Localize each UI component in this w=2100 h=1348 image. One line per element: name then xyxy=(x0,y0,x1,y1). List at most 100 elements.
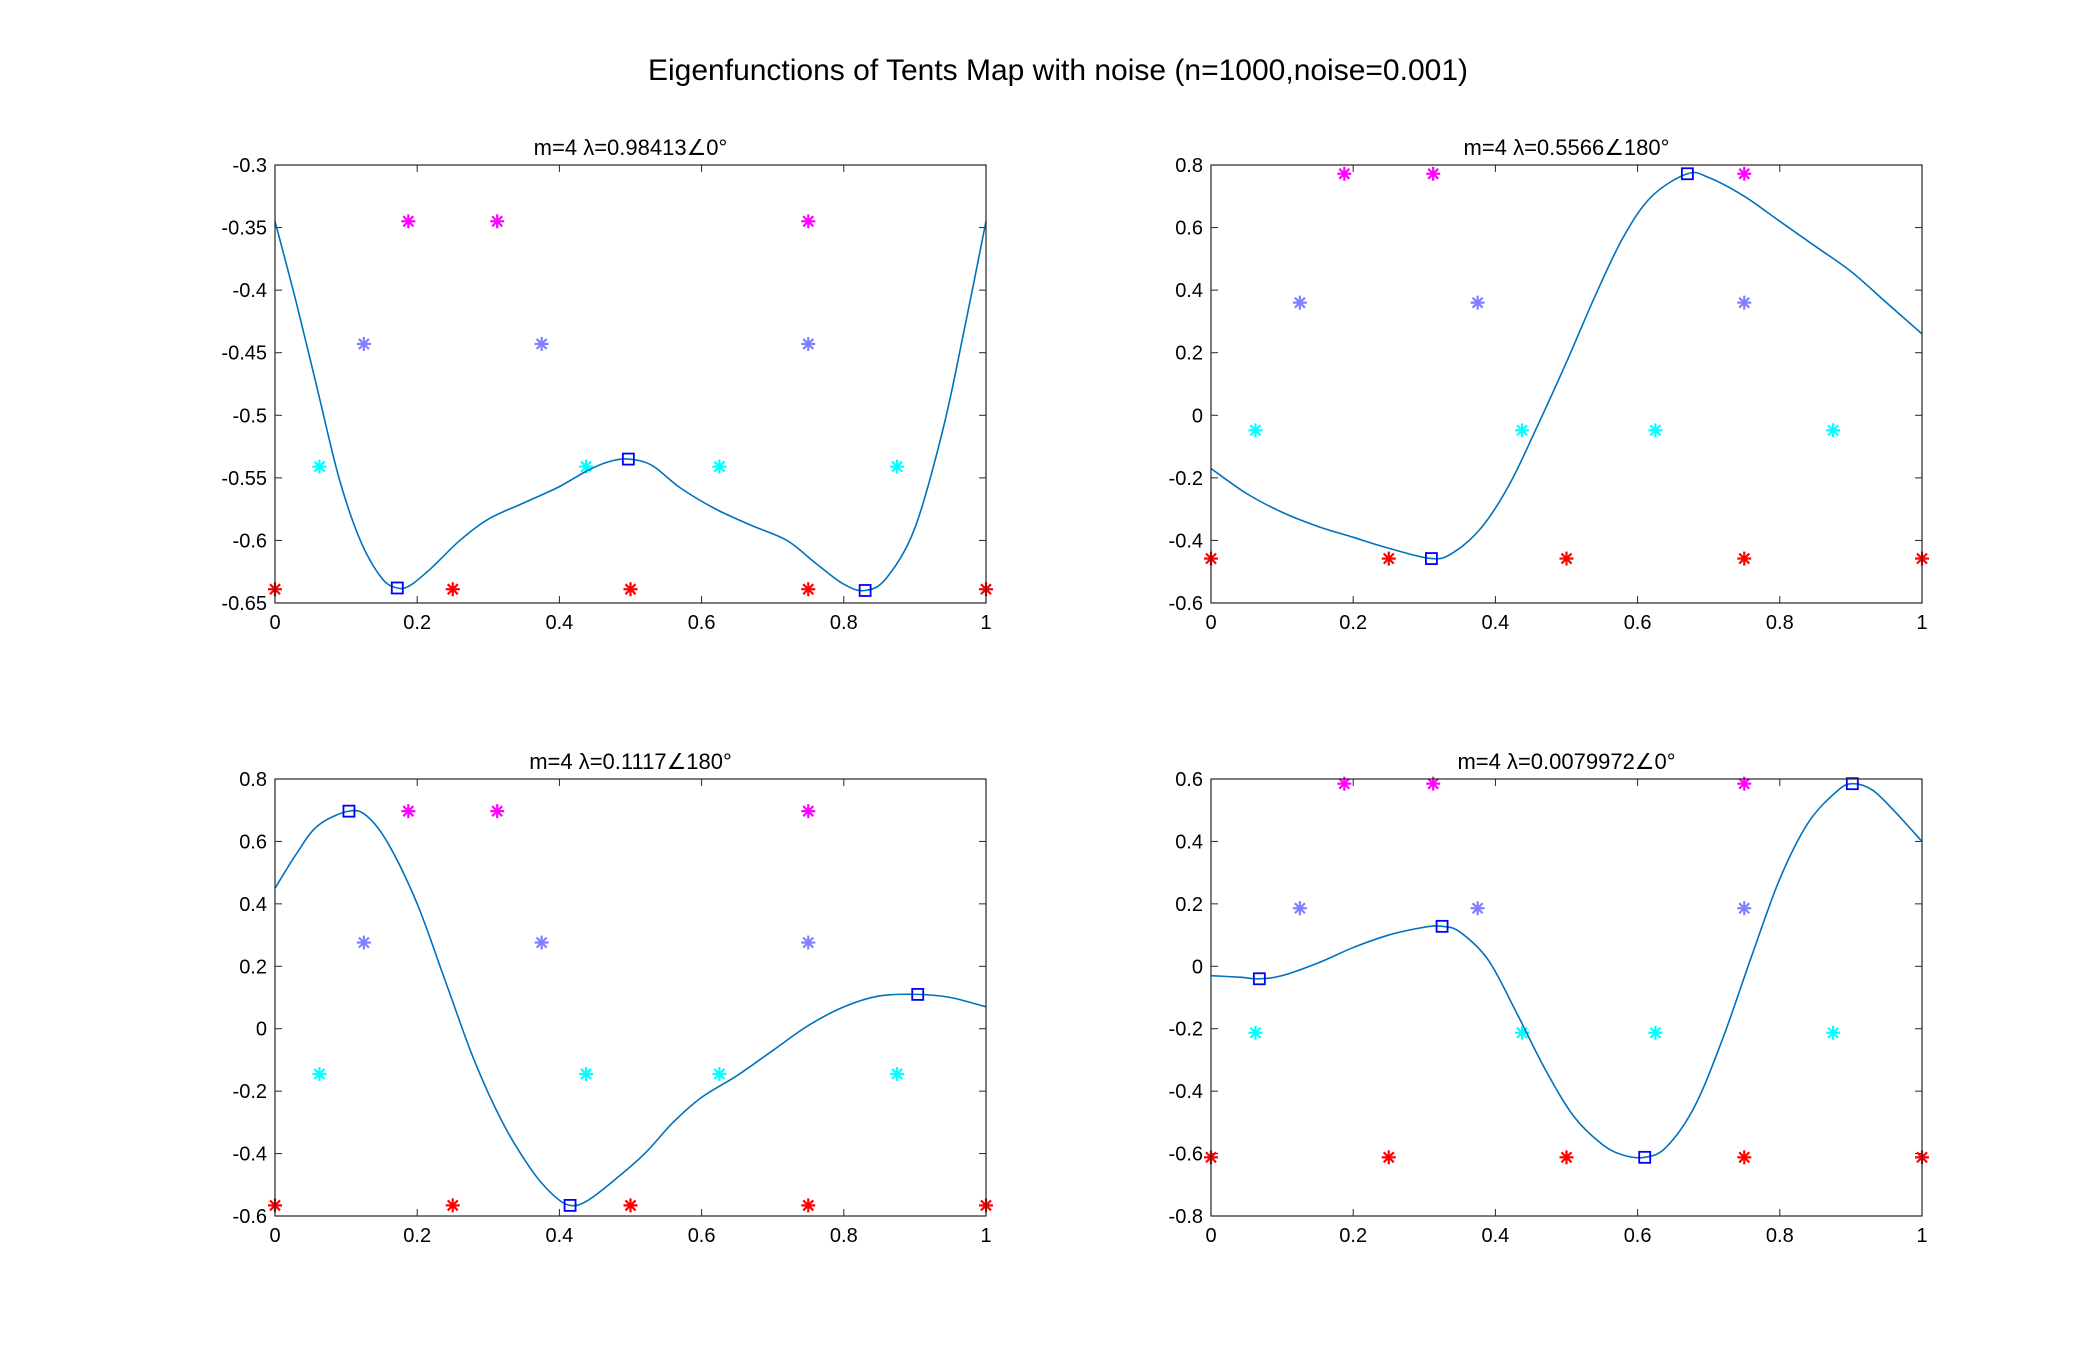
x-tick-label: 0.6 xyxy=(1624,1225,1652,1247)
star-point xyxy=(1292,295,1307,310)
y-tick-label: 0.2 xyxy=(239,956,267,978)
y-tick-label: -0.4 xyxy=(233,1144,267,1166)
star-point xyxy=(534,935,549,950)
star-point xyxy=(1826,423,1841,438)
y-tick-label: -0.45 xyxy=(221,343,267,365)
star-point xyxy=(1559,1150,1574,1165)
y-tick-label: -0.4 xyxy=(233,280,267,302)
extremum-marker xyxy=(858,584,872,597)
y-tick-label: 0.6 xyxy=(1175,769,1203,791)
subplot-4: m=4 λ=0.0079972∠0° 0 0.2 0.4 0.6 0.8 1 -0.8 -0.6… xyxy=(1169,749,1929,1247)
star-point xyxy=(1737,551,1752,566)
star-point xyxy=(1648,423,1663,438)
star-point xyxy=(356,935,371,950)
subplot-1: m=4 λ=0.98413∠0° 0 0.2 0.4 0.6 0.8 1 -0.65 -0.6 -… xyxy=(221,135,993,634)
extremum-marker xyxy=(1252,972,1266,986)
eigenfunction-curve xyxy=(1210,782,1923,1159)
star-point xyxy=(1426,166,1441,181)
star-point xyxy=(1826,1025,1841,1040)
star-point xyxy=(1737,1150,1752,1165)
star-point xyxy=(1515,423,1530,438)
star-point xyxy=(445,1198,460,1213)
star-point xyxy=(579,1066,594,1081)
star-point xyxy=(1470,295,1485,310)
extremum-marker xyxy=(390,581,404,595)
plot-area xyxy=(275,165,986,603)
star-point xyxy=(801,214,816,229)
x-tick-label: 0.6 xyxy=(688,612,716,634)
star-point xyxy=(623,582,638,597)
x-tick-label: 0 xyxy=(1205,1225,1216,1247)
star-point xyxy=(401,214,416,229)
y-tick-label: 0.4 xyxy=(1175,831,1203,853)
y-tick-label: -0.2 xyxy=(233,1081,267,1103)
plot-area xyxy=(1211,779,1922,1216)
extremum-marker xyxy=(342,804,356,818)
eigenfunction-curve xyxy=(274,809,987,1207)
y-tick-label: 0.8 xyxy=(239,769,267,791)
eigenfunction-curve xyxy=(1210,171,1923,560)
star-point xyxy=(1559,551,1574,566)
star-point xyxy=(801,1198,816,1213)
star-point xyxy=(1248,1025,1263,1040)
x-tick-label: 0.8 xyxy=(1766,612,1794,634)
star-point xyxy=(490,214,505,229)
y-tick-label: -0.6 xyxy=(1169,593,1203,615)
y-tick-label: 0 xyxy=(1192,956,1203,978)
star-point xyxy=(312,1066,327,1081)
x-tick-label: 0.2 xyxy=(403,1225,431,1247)
x-tick-label: 1 xyxy=(980,1225,991,1247)
star-point xyxy=(801,935,816,950)
y-tick-label: -0.65 xyxy=(221,593,267,615)
subplot-title: m=4 λ=0.5566∠180° xyxy=(1464,135,1670,160)
y-tick-label: -0.3 xyxy=(233,155,267,177)
x-tick-label: 0 xyxy=(269,612,280,634)
x-tick-label: 1 xyxy=(980,612,991,634)
x-tick-label: 0 xyxy=(1205,612,1216,634)
y-tick-label: -0.6 xyxy=(233,530,267,552)
star-point xyxy=(712,459,727,474)
y-tick-label: 0.6 xyxy=(239,831,267,853)
extremum-marker xyxy=(1680,167,1694,181)
extremum-marker xyxy=(621,452,635,466)
extremum-marker xyxy=(911,987,925,1001)
figure-title: Eigenfunctions of Tents Map with noise (… xyxy=(648,54,1468,87)
y-tick-label: 0 xyxy=(256,1019,267,1041)
star-point xyxy=(1381,551,1396,566)
star-point xyxy=(890,1066,905,1081)
subplot-2: m=4 λ=0.5566∠180° 0 0.2 0.4 0.6 0.8 1 -0.6 -0.4 -… xyxy=(1169,135,1929,634)
star-point xyxy=(1337,166,1352,181)
x-tick-label: 1 xyxy=(1916,1225,1927,1247)
plot-area xyxy=(1211,165,1922,603)
star-point xyxy=(401,804,416,819)
y-tick-label: -0.5 xyxy=(233,405,267,427)
star-point xyxy=(1248,423,1263,438)
star-point xyxy=(1381,1150,1396,1165)
star-point xyxy=(890,459,905,474)
star-point xyxy=(1737,166,1752,181)
y-tick-label: -0.55 xyxy=(221,468,267,490)
x-tick-label: 0.4 xyxy=(1481,1225,1509,1247)
x-tick-label: 0.6 xyxy=(688,1225,716,1247)
y-tick-label: -0.35 xyxy=(221,218,267,240)
axes-box xyxy=(274,164,987,604)
y-tick-label: 0 xyxy=(1192,405,1203,427)
star-point xyxy=(1337,776,1352,791)
star-point xyxy=(1737,901,1752,916)
star-point xyxy=(801,804,816,819)
x-tick-label: 0.8 xyxy=(830,1225,858,1247)
star-point xyxy=(712,1066,727,1081)
star-point xyxy=(801,336,816,351)
x-tick-label: 0.2 xyxy=(403,612,431,634)
star-point xyxy=(1292,901,1307,916)
subplot-title: m=4 λ=0.98413∠0° xyxy=(534,135,728,160)
subplot-title: m=4 λ=0.1117∠180° xyxy=(529,749,732,774)
plot-area xyxy=(275,779,986,1216)
x-tick-label: 0.4 xyxy=(545,1225,573,1247)
x-tick-label: 0.8 xyxy=(830,612,858,634)
y-tick-label: 0.2 xyxy=(1175,894,1203,916)
x-tick-label: 1 xyxy=(1916,612,1927,634)
star-point xyxy=(1648,1025,1663,1040)
axes-box xyxy=(1210,778,1923,1217)
y-tick-label: 0.4 xyxy=(239,894,267,916)
